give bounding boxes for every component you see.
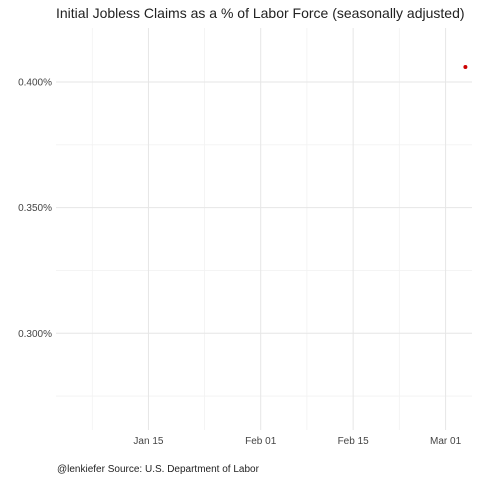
- data-points: [463, 65, 467, 69]
- data-point: [463, 65, 467, 69]
- x-axis-tick-labels: Jan 15 Feb 01 Feb 15 Mar 01: [133, 436, 461, 447]
- x-tick-label: Jan 15: [133, 436, 163, 447]
- x-tick-label: Mar 01: [430, 436, 462, 447]
- minor-gridlines: [56, 28, 472, 430]
- y-tick-label: 0.350%: [18, 203, 52, 214]
- y-axis-tick-labels: 0.300% 0.350% 0.400%: [18, 78, 52, 340]
- x-tick-label: Feb 01: [245, 436, 277, 447]
- x-tick-label: Feb 15: [338, 436, 370, 447]
- chart-title: Initial Jobless Claims as a % of Labor F…: [56, 5, 465, 21]
- chart-caption: @lenkiefer Source: U.S. Department of La…: [57, 464, 260, 475]
- plot-panel: [56, 28, 472, 430]
- major-gridlines: [56, 28, 472, 430]
- y-tick-label: 0.400%: [18, 78, 52, 89]
- y-tick-label: 0.300%: [18, 329, 52, 340]
